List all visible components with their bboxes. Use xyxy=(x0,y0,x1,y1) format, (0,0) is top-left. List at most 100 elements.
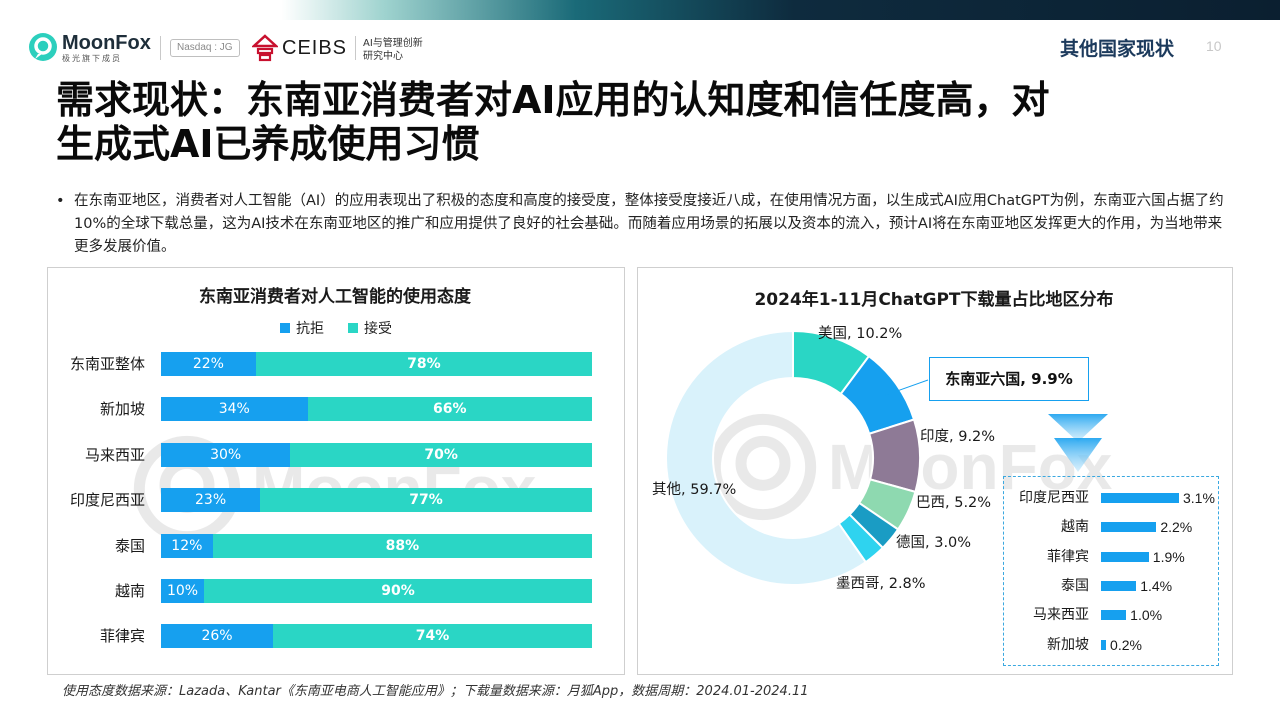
moonfox-name: MoonFox xyxy=(62,32,151,54)
sea-country-label: 越南 xyxy=(1061,519,1089,535)
sea-country-label: 泰国 xyxy=(1061,578,1089,594)
legend-swatch-accept xyxy=(348,323,358,333)
header-divider-2 xyxy=(355,36,356,60)
sea-country-value: 2.2% xyxy=(1160,519,1193,535)
bar-segment-accept: 70% xyxy=(290,443,592,467)
sea-breakdown-box xyxy=(1003,476,1219,666)
attitude-bar-row: 印度尼西亚 23% 77% xyxy=(47,488,623,512)
sea-country-value: 1.9% xyxy=(1152,549,1185,565)
ceibs-subtitle: AI与管理创新 研究中心 xyxy=(363,37,443,63)
attitude-category-label: 马来西亚 xyxy=(84,446,145,464)
donut-slice xyxy=(665,329,868,586)
attitude-bar-track: 12% 88% xyxy=(161,534,592,558)
donut-slice-label: 美国, 10.2% xyxy=(818,325,902,342)
attitude-bar-track: 34% 66% xyxy=(161,397,592,421)
ceibs-subtitle-line1: AI与管理创新 xyxy=(363,38,423,49)
attitude-category-label: 东南亚整体 xyxy=(69,355,145,373)
section-title: 其他国家现状 xyxy=(1060,38,1175,60)
bar-segment-reject: 34% xyxy=(161,397,308,421)
sea-country-bar xyxy=(1101,493,1179,503)
sea-country-label: 菲律宾 xyxy=(1047,549,1089,565)
attitude-bar-row: 东南亚整体 22% 78% xyxy=(47,352,623,376)
ceibs-logo-icon xyxy=(252,34,278,62)
summary-text: 在东南亚地区，消费者对人工智能（AI）的应用表现出了积极的态度和高度的接受度，整… xyxy=(74,193,1224,255)
donut-slice-label: 墨西哥, 2.8% xyxy=(836,576,926,592)
attitude-chart-panel xyxy=(47,267,625,675)
legend-item-accept: 接受 xyxy=(348,318,392,338)
sea-breakdown-row: 越南 2.2% xyxy=(1003,515,1217,539)
top-gradient-bar xyxy=(0,0,1280,20)
attitude-bar-track: 23% 77% xyxy=(161,488,592,512)
page-title-line2: 生成式AI已养成使用习惯 xyxy=(56,122,480,166)
bar-segment-accept: 66% xyxy=(307,397,592,421)
sea-country-bar xyxy=(1101,522,1157,532)
moonfox-logo: MoonFox 极光旗下成员 xyxy=(28,32,151,64)
legend-swatch-reject xyxy=(280,323,290,333)
ceibs-logo: CEIBS xyxy=(252,34,347,62)
bar-segment-accept: 78% xyxy=(255,352,592,376)
sea-country-value: 1.4% xyxy=(1140,578,1173,594)
sea-country-label: 马来西亚 xyxy=(1033,607,1089,623)
attitude-bar-track: 10% 90% xyxy=(161,579,592,603)
bar-segment-reject: 30% xyxy=(161,443,291,467)
bar-segment-reject: 23% xyxy=(161,488,261,512)
sea-country-value: 3.1% xyxy=(1183,490,1215,506)
data-source-note: 使用态度数据来源：Lazada、Kantar《东南亚电商人工智能应用》；下载量数… xyxy=(62,684,809,699)
attitude-bar-row: 马来西亚 30% 70% xyxy=(47,443,623,467)
attitude-bar-row: 菲律宾 26% 74% xyxy=(47,624,623,648)
sea-breakdown-row: 印度尼西亚 3.1% xyxy=(1003,486,1217,510)
donut-slice-label: 德国, 3.0% xyxy=(896,534,971,551)
sea-breakdown-row: 泰国 1.4% xyxy=(1003,574,1217,598)
attitude-bar-row: 越南 10% 90% xyxy=(47,579,623,603)
attitude-bar-row: 新加坡 34% 66% xyxy=(47,397,623,421)
summary-bullet: • 在东南亚地区，消费者对人工智能（AI）的应用表现出了积极的态度和高度的接受度… xyxy=(56,190,1226,259)
legend-item-reject: 抗拒 xyxy=(280,318,324,338)
bar-segment-accept: 77% xyxy=(260,488,592,512)
sea-country-bar xyxy=(1101,610,1127,620)
attitude-bar-track: 26% 74% xyxy=(161,624,592,648)
bullet-dot: • xyxy=(56,193,65,209)
attitude-chart-title: 东南亚消费者对人工智能的使用态度 xyxy=(199,287,471,307)
attitude-legend: 抗拒 接受 xyxy=(280,318,416,338)
attitude-category-label: 新加坡 xyxy=(99,400,145,418)
sea-country-label: 印度尼西亚 xyxy=(1019,490,1089,506)
header-divider xyxy=(160,36,161,60)
donut-slice-label: 巴西, 5.2% xyxy=(916,495,991,511)
ceibs-name: CEIBS xyxy=(282,36,348,59)
bar-segment-accept: 90% xyxy=(204,579,592,603)
donut-slice-label: 印度, 9.2% xyxy=(920,428,995,445)
bar-segment-reject: 10% xyxy=(161,579,205,603)
download-donut-chart: 美国, 10.2% 印度, 9.2% 巴西, 5.2% 德国, 3.0% 墨西哥, 2.… xyxy=(652,325,995,592)
page-title-line1: 需求现状：东南亚消费者对AI应用的认知度和信任度高，对 xyxy=(56,78,1050,122)
bar-segment-reject: 22% xyxy=(161,352,256,376)
sea-country-bar xyxy=(1101,581,1137,591)
bar-segment-accept: 74% xyxy=(273,624,592,648)
page-number: 10 xyxy=(1206,38,1222,54)
attitude-bar-track: 22% 78% xyxy=(161,352,592,376)
attitude-category-label: 菲律宾 xyxy=(99,627,145,645)
bar-segment-accept: 88% xyxy=(212,534,592,558)
legend-label-accept: 接受 xyxy=(364,321,392,337)
down-arrow-icon xyxy=(1048,414,1108,472)
sea-breakdown-row: 新加坡 0.2% xyxy=(1003,633,1217,657)
attitude-category-label: 印度尼西亚 xyxy=(69,491,145,509)
sea-country-value: 1.0% xyxy=(1130,607,1163,623)
sea-country-value: 0.2% xyxy=(1110,637,1142,653)
sea-country-bar xyxy=(1101,552,1149,562)
sea-country-bar xyxy=(1101,640,1107,650)
attitude-category-label: 越南 xyxy=(114,582,145,600)
moonfox-subtitle: 极光旗下成员 xyxy=(62,54,122,63)
attitude-bar-row: 泰国 12% 88% xyxy=(47,534,623,558)
attitude-category-label: 泰国 xyxy=(114,537,145,555)
sea-breakdown-row: 马来西亚 1.0% xyxy=(1003,603,1217,627)
download-chart-panel xyxy=(637,267,1233,675)
sea-callout: 东南亚六国, 9.9% xyxy=(929,357,1089,401)
legend-label-reject: 抗拒 xyxy=(296,321,324,337)
download-chart-title: 2024年1-11月ChatGPT下载量占比地区分布 xyxy=(754,290,1114,310)
bar-segment-reject: 12% xyxy=(161,534,213,558)
bar-segment-reject: 26% xyxy=(161,624,274,648)
nasdaq-badge: Nasdaq : JG xyxy=(170,39,240,57)
attitude-bar-track: 30% 70% xyxy=(161,443,592,467)
donut-slice-label: 其他, 59.7% xyxy=(652,481,736,498)
moonfox-logo-icon xyxy=(29,33,57,61)
